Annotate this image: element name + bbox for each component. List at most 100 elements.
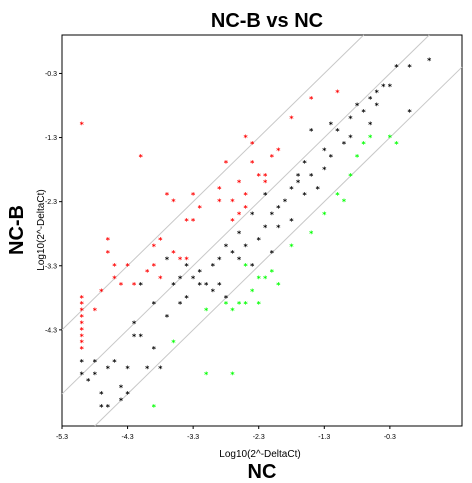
data-point-unchanged: *: [289, 185, 294, 194]
data-point-unchanged: *: [309, 172, 314, 181]
x-tick-label: -2.3: [253, 434, 265, 441]
data-point-unchanged: *: [171, 281, 176, 290]
data-point-up: *: [184, 217, 189, 226]
data-point-unchanged: *: [407, 63, 412, 72]
data-point-unchanged: *: [145, 364, 150, 373]
data-point-down: *: [276, 281, 281, 290]
chart-title: NC-B vs NC: [211, 10, 323, 32]
data-point-up: *: [158, 236, 163, 245]
data-point-up: *: [139, 153, 144, 162]
data-point-unchanged: *: [224, 243, 229, 252]
data-point-unchanged: *: [296, 172, 301, 181]
data-point-unchanged: *: [303, 191, 308, 200]
data-point-unchanged: *: [125, 364, 130, 373]
data-point-up: *: [237, 210, 242, 219]
data-point-up: *: [309, 95, 314, 104]
data-point-down: *: [250, 287, 255, 296]
data-point-up: *: [230, 198, 235, 207]
data-point-down: *: [204, 371, 209, 380]
data-point-unchanged: *: [296, 178, 301, 187]
data-point-unchanged: *: [355, 102, 360, 111]
data-point-up: *: [250, 140, 255, 149]
data-point-unchanged: *: [224, 294, 229, 303]
data-point-unchanged: *: [375, 89, 380, 98]
data-point-unchanged: *: [250, 210, 255, 219]
data-point-down: *: [362, 140, 367, 149]
data-point-unchanged: *: [99, 403, 104, 412]
data-point-up: *: [80, 326, 85, 335]
data-point-unchanged: *: [407, 108, 412, 117]
data-point-unchanged: *: [217, 281, 222, 290]
data-point-up: *: [217, 198, 222, 207]
data-point-up: *: [80, 332, 85, 341]
data-point-down: *: [230, 307, 235, 316]
data-point-up: *: [80, 121, 85, 130]
data-point-unchanged: *: [198, 281, 203, 290]
reference-line-1: [61, 34, 430, 395]
data-point-unchanged: *: [139, 332, 144, 341]
y-axis-ticks: -0.3 -1.3 -2.3 -3.3 -4.3: [45, 71, 62, 334]
data-point-unchanged: *: [270, 210, 275, 219]
data-point-unchanged: *: [348, 114, 353, 123]
data-point-up: *: [152, 243, 157, 252]
data-point-up: *: [158, 275, 163, 284]
data-point-up: *: [250, 159, 255, 168]
data-point-down: *: [309, 230, 314, 239]
data-point-down: *: [388, 134, 393, 143]
data-point-up: *: [125, 262, 130, 271]
data-point-unchanged: *: [342, 140, 347, 149]
data-point-unchanged: *: [250, 262, 255, 271]
data-point-unchanged: *: [244, 243, 249, 252]
data-point-up: *: [165, 191, 170, 200]
data-point-up: *: [112, 275, 117, 284]
data-point-down: *: [257, 300, 262, 309]
data-point-up: *: [99, 287, 104, 296]
data-point-down: *: [244, 262, 249, 271]
data-point-unchanged: *: [152, 345, 157, 354]
data-point-down: *: [335, 191, 340, 200]
data-point-unchanged: *: [80, 371, 85, 380]
data-point-down: *: [348, 172, 353, 181]
data-point-unchanged: *: [184, 294, 189, 303]
data-point-unchanged: *: [375, 102, 380, 111]
y-tick-label: -3.3: [45, 263, 57, 270]
data-point-down: *: [270, 268, 275, 277]
data-point-unchanged: *: [329, 153, 334, 162]
data-point-unchanged: *: [165, 313, 170, 322]
data-point-unchanged: *: [283, 198, 288, 207]
data-point-up: *: [257, 172, 262, 181]
data-point-unchanged: *: [322, 166, 327, 175]
data-point-up: *: [171, 249, 176, 258]
data-point-up: *: [191, 191, 196, 200]
reference-line-2: [94, 66, 463, 427]
data-point-up: *: [80, 307, 85, 316]
y-axis-label-big: NC-B: [6, 205, 28, 255]
data-point-unchanged: *: [119, 396, 124, 405]
data-point-up: *: [335, 89, 340, 98]
reference-lines: [61, 34, 463, 427]
data-point-up: *: [244, 134, 249, 143]
data-point-unchanged: *: [263, 223, 268, 232]
y-tick-label: -1.3: [45, 135, 57, 142]
data-point-unchanged: *: [237, 230, 242, 239]
data-point-up: *: [191, 217, 196, 226]
data-point-unchanged: *: [106, 403, 111, 412]
data-point-up: *: [132, 281, 137, 290]
data-point-up: *: [224, 159, 229, 168]
data-point-unchanged: *: [237, 255, 242, 264]
data-point-down: *: [257, 275, 262, 284]
x-tick-label: -4.3: [122, 434, 134, 441]
data-point-up: *: [217, 185, 222, 194]
data-point-unchanged: *: [204, 281, 209, 290]
data-point-up: *: [119, 281, 124, 290]
data-point-unchanged: *: [152, 300, 157, 309]
data-point-up: *: [80, 339, 85, 348]
data-point-unchanged: *: [257, 236, 262, 245]
data-point-up: *: [198, 204, 203, 213]
data-point-unchanged: *: [93, 371, 98, 380]
data-point-unchanged: *: [394, 63, 399, 72]
x-tick-label: -3.3: [187, 434, 199, 441]
data-point-up: *: [263, 172, 268, 181]
data-point-unchanged: *: [316, 185, 321, 194]
data-point-up: *: [93, 307, 98, 316]
